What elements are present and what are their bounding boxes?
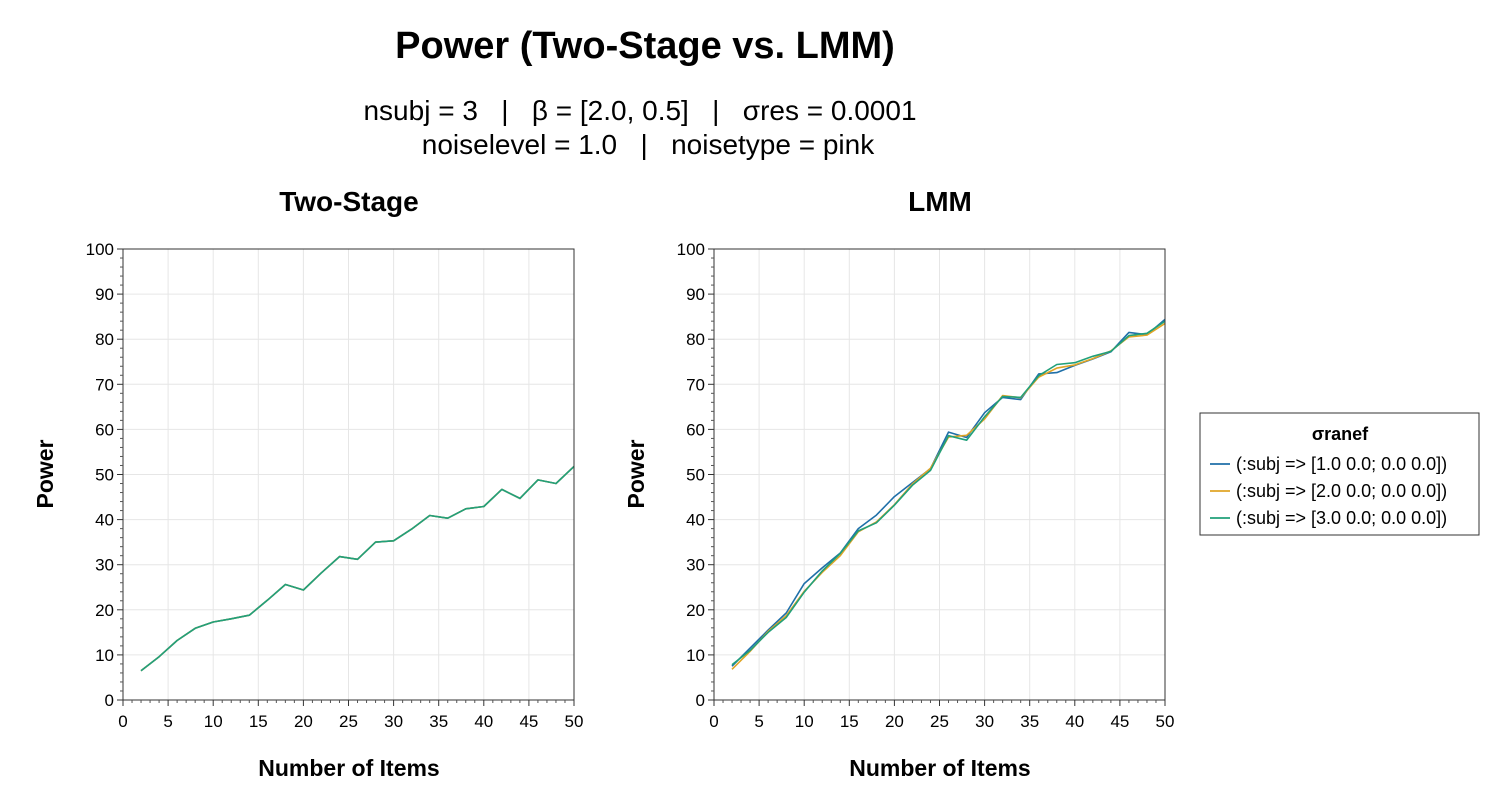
x-tick-label: 30: [975, 712, 994, 731]
x-tick-label: 5: [163, 712, 172, 731]
panel-title: LMM: [908, 186, 972, 217]
legend: σranef (:subj => [1.0 0.0; 0.0 0.0])(:su…: [1199, 412, 1480, 536]
y-tick-label: 90: [686, 285, 705, 304]
x-tick-label: 35: [1020, 712, 1039, 731]
x-tick-label: 25: [339, 712, 358, 731]
legend-entries: (:subj => [1.0 0.0; 0.0 0.0]) (:subj => […: [1210, 454, 1447, 528]
y-tick-label: 90: [95, 285, 114, 304]
x-tick-label: 15: [840, 712, 859, 731]
series-line-1: [140, 465, 575, 672]
series-line-2: [731, 322, 1166, 670]
y-tick-label: 0: [105, 691, 114, 710]
y-tick-label: 50: [95, 466, 114, 485]
y-axis-label: Power: [32, 439, 58, 508]
x-tick-label: 45: [1110, 712, 1129, 731]
series-line-1: [731, 318, 1166, 667]
x-tick-label: 0: [709, 712, 718, 731]
y-tick-label: 0: [696, 691, 705, 710]
y-tick-label: 80: [95, 330, 114, 349]
y-tick-label: 100: [677, 240, 705, 259]
legend-title: σranef: [1312, 424, 1369, 444]
x-axis-label: Number of Items: [849, 755, 1030, 781]
figure-title: Power (Two-Stage vs. LMM): [395, 25, 895, 67]
x-tick-label: 5: [754, 712, 763, 731]
legend-box: [1199, 412, 1480, 536]
y-tick-label: 10: [686, 646, 705, 665]
x-tick-label: 40: [1065, 712, 1084, 731]
x-tick-label: 20: [885, 712, 904, 731]
y-tick-label: 70: [686, 375, 705, 394]
y-tick-label: 30: [95, 556, 114, 575]
legend-entry-label: (:subj => [2.0 0.0; 0.0 0.0]): [1236, 481, 1447, 501]
x-tick-label: 10: [204, 712, 223, 731]
x-tick-label: 25: [930, 712, 949, 731]
x-tick-label: 30: [384, 712, 403, 731]
y-tick-label: 20: [95, 601, 114, 620]
x-tick-label: 10: [795, 712, 814, 731]
lmm-panel: 0 5 10 15 20 25 30 35 40 45 50 0 10 20 30 40 50 60 70 80 90 1…: [623, 186, 1174, 781]
series-line-3: [731, 320, 1166, 666]
y-tick-label: 100: [86, 240, 114, 259]
x-axis-label: Number of Items: [258, 755, 439, 781]
legend-entry-label: (:subj => [3.0 0.0; 0.0 0.0]): [1236, 508, 1447, 528]
y-tick-label: 60: [95, 420, 114, 439]
two-stage-panel: 0 5 10 15 20 25 30 35 40 45 50 0 10 20 30 40 50 60 70 80 90 1…: [32, 186, 583, 781]
y-tick-label: 80: [686, 330, 705, 349]
y-tick-label: 50: [686, 466, 705, 485]
figure-subtitle-line2: noiselevel = 1.0 | noisetype = pink: [422, 129, 875, 160]
x-tick-label: 45: [519, 712, 538, 731]
x-tick-label: 50: [565, 712, 584, 731]
x-tick-label: 0: [118, 712, 127, 731]
x-tick-label: 20: [294, 712, 313, 731]
y-tick-label: 30: [686, 556, 705, 575]
y-tick-label: 60: [686, 420, 705, 439]
x-tick-label: 35: [429, 712, 448, 731]
series-line-2: [140, 465, 575, 672]
figure-subtitle-line1: nsubj = 3 | β = [2.0, 0.5] | σres = 0.00…: [363, 95, 916, 126]
x-tick-label: 40: [474, 712, 493, 731]
y-tick-label: 70: [95, 375, 114, 394]
y-tick-label: 40: [95, 511, 114, 530]
x-tick-label: 15: [249, 712, 268, 731]
panel-title: Two-Stage: [279, 186, 418, 217]
series-line-3: [140, 465, 575, 672]
y-tick-label: 20: [686, 601, 705, 620]
y-axis-label: Power: [623, 439, 649, 508]
y-tick-label: 10: [95, 646, 114, 665]
x-tick-label: 50: [1156, 712, 1175, 731]
y-tick-label: 40: [686, 511, 705, 530]
legend-entry-label: (:subj => [1.0 0.0; 0.0 0.0]): [1236, 454, 1447, 474]
